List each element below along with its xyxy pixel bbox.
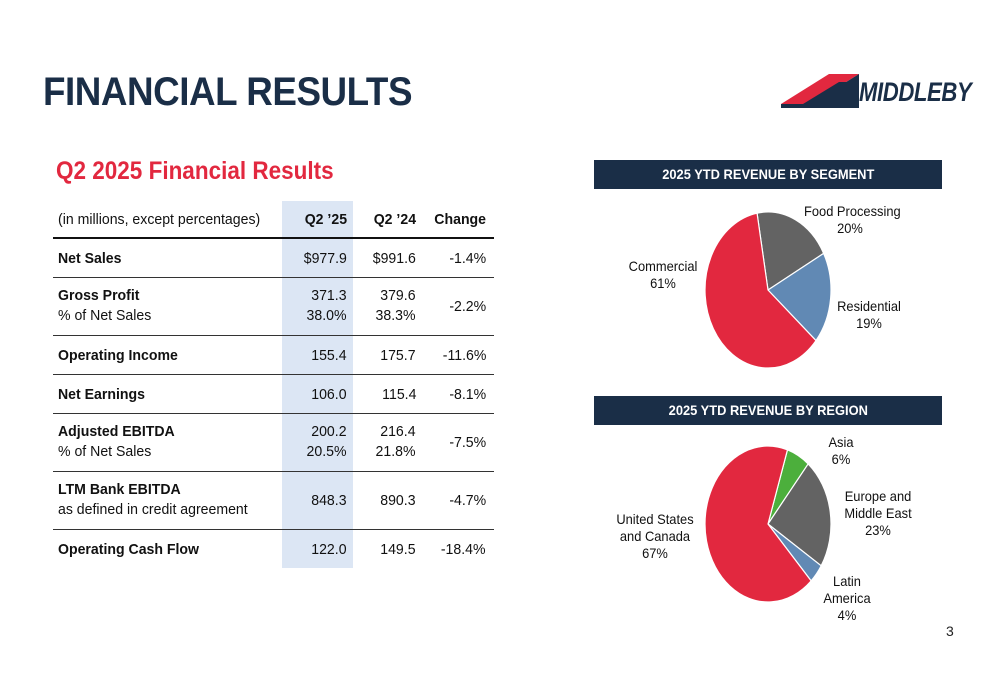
value-q2-24: 175.7 xyxy=(380,346,416,364)
value-q2-24: 890.3 xyxy=(380,492,416,509)
value-change: -7.5% xyxy=(449,434,486,451)
row-sublabel: as defined in credit agreement xyxy=(58,501,248,518)
value-q2-25: 122.0 xyxy=(311,540,347,558)
pie-label-residential: Residential 19% xyxy=(837,298,901,331)
value-q2-25-pct: 38.0% xyxy=(307,307,347,324)
table-row: Net Sales $977.9 $991.6 -1.4% xyxy=(53,239,494,278)
region-chart-header: 2025 YTD REVENUE BY REGION xyxy=(594,396,942,425)
table-title: Q2 2025 Financial Results xyxy=(56,157,334,185)
segment-chart-header: 2025 YTD REVENUE BY SEGMENT xyxy=(594,160,942,189)
value-q2-25: 200.2 xyxy=(311,423,347,440)
region-chart-title: 2025 YTD REVENUE BY REGION xyxy=(668,402,868,418)
row-label: Operating Cash Flow xyxy=(58,540,200,558)
region-pie-chart xyxy=(704,445,832,603)
header-q2-24: Q2 ’24 xyxy=(373,211,416,228)
row-label: Adjusted EBITDA xyxy=(58,423,175,440)
pie-label-us-canada: United States and Canada 67% xyxy=(616,511,694,561)
value-q2-24-pct: 38.3% xyxy=(376,307,416,324)
segment-chart-title: 2025 YTD REVENUE BY SEGMENT xyxy=(661,166,875,182)
value-q2-25: 155.4 xyxy=(311,346,347,364)
value-q2-25: 848.3 xyxy=(311,492,347,509)
logo-mark-icon xyxy=(781,74,859,108)
table-row: Net Earnings 106.0 115.4 -8.1% xyxy=(53,375,494,414)
pie-slice-food-processing xyxy=(756,211,825,292)
value-q2-24: $991.6 xyxy=(372,249,416,267)
current-quarter-column-shade xyxy=(282,201,353,568)
row-sublabel: % of Net Sales xyxy=(58,307,152,324)
value-q2-25: 106.0 xyxy=(311,385,347,403)
value-change: -18.4% xyxy=(441,540,486,558)
value-q2-25-pct: 20.5% xyxy=(307,443,347,460)
value-q2-25: 371.3 xyxy=(311,287,347,304)
pie-label-europe-middle-east: Europe and Middle East 23% xyxy=(844,488,912,538)
segment-pie-chart xyxy=(704,211,832,369)
pie-slice-europe-and-middle-east xyxy=(767,462,832,567)
table-row: Adjusted EBITDA % of Net Sales 200.2 20.5% 2… xyxy=(53,414,494,472)
row-label: Net Sales xyxy=(58,249,122,267)
header-change: Change xyxy=(434,211,486,228)
value-change: -1.4% xyxy=(449,249,486,267)
pie-label-commercial: Commercial 61% xyxy=(628,258,698,291)
table-row: Operating Cash Flow 122.0 149.5 -18.4% xyxy=(53,530,494,569)
row-label: Gross Profit xyxy=(58,287,140,304)
header-label: (in millions, except percentages) xyxy=(58,211,261,228)
table-row: Operating Income 155.4 175.7 -11.6% xyxy=(53,336,494,375)
row-label: Operating Income xyxy=(58,346,178,364)
table-row: Gross Profit % of Net Sales 371.3 38.0% 379.… xyxy=(53,278,494,336)
middleby-logo: MIDDLEBY xyxy=(781,74,972,108)
page-title: FINANCIAL RESULTS xyxy=(43,70,413,114)
value-q2-24-pct: 21.8% xyxy=(376,443,416,460)
value-change: -8.1% xyxy=(449,385,486,403)
table-row: LTM Bank EBITDA as defined in credit agre… xyxy=(53,472,494,530)
pie-slice-residential xyxy=(767,252,832,342)
pie-slice-united-states-and-canada xyxy=(704,445,812,603)
value-q2-24: 379.6 xyxy=(380,287,416,304)
value-q2-24: 115.4 xyxy=(381,385,416,403)
value-change: -2.2% xyxy=(449,298,486,315)
value-q2-25: $977.9 xyxy=(303,249,347,267)
logo-text: MIDDLEBY xyxy=(859,77,972,107)
value-change: -11.6% xyxy=(442,346,486,364)
pie-label-asia: Asia 6% xyxy=(828,434,854,467)
row-sublabel: % of Net Sales xyxy=(58,443,152,460)
pie-label-latin-america: Latin America 4% xyxy=(823,573,871,623)
header-q2-25: Q2 ’25 xyxy=(304,211,347,228)
table-header-row: (in millions, except percentages) Q2 ’25… xyxy=(53,201,494,239)
value-change: -4.7% xyxy=(449,492,486,509)
row-label: LTM Bank EBITDA xyxy=(58,481,181,498)
page-number: 3 xyxy=(946,623,954,639)
row-label: Net Earnings xyxy=(58,385,145,403)
pie-label-food-processing: Food Processing 20% xyxy=(804,203,901,236)
value-q2-24: 216.4 xyxy=(380,423,416,440)
value-q2-24: 149.5 xyxy=(380,540,416,558)
pie-slice-commercial xyxy=(704,212,817,369)
